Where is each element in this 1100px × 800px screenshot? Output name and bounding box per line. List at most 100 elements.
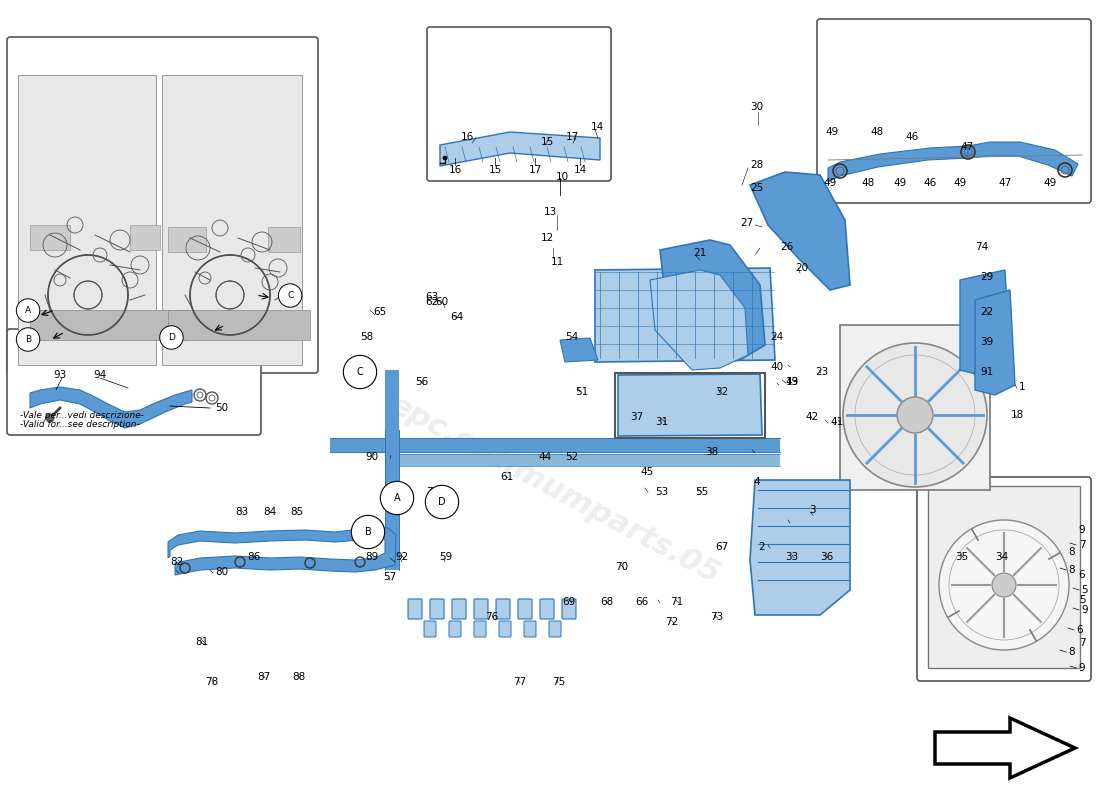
- Text: 15: 15: [488, 165, 502, 175]
- Text: 47: 47: [960, 142, 974, 152]
- Text: 38: 38: [705, 447, 718, 457]
- Polygon shape: [750, 172, 850, 290]
- Circle shape: [896, 397, 933, 433]
- Text: 8: 8: [1069, 647, 1076, 657]
- Text: 17: 17: [565, 132, 579, 142]
- FancyBboxPatch shape: [427, 27, 610, 181]
- Text: C: C: [356, 367, 363, 377]
- Text: D: D: [438, 497, 446, 507]
- Polygon shape: [750, 480, 850, 615]
- Text: 94: 94: [94, 370, 107, 380]
- Text: 9: 9: [1081, 605, 1088, 615]
- Text: 50: 50: [214, 403, 228, 413]
- FancyBboxPatch shape: [840, 325, 990, 490]
- FancyBboxPatch shape: [549, 621, 561, 637]
- Text: 73: 73: [711, 612, 724, 622]
- Circle shape: [46, 414, 54, 422]
- FancyBboxPatch shape: [452, 599, 466, 619]
- Text: 22: 22: [980, 307, 993, 317]
- Text: 61: 61: [500, 472, 514, 482]
- Text: 39: 39: [980, 337, 993, 347]
- Text: 88: 88: [293, 672, 306, 682]
- Text: 42: 42: [805, 412, 818, 422]
- FancyBboxPatch shape: [424, 621, 436, 637]
- FancyBboxPatch shape: [474, 599, 488, 619]
- FancyBboxPatch shape: [562, 599, 576, 619]
- Text: 93: 93: [54, 370, 67, 380]
- Text: 29: 29: [980, 272, 993, 282]
- Text: 90: 90: [365, 452, 378, 462]
- Text: 10: 10: [556, 172, 569, 182]
- Text: 12: 12: [540, 233, 553, 243]
- FancyBboxPatch shape: [7, 37, 318, 373]
- Text: 74: 74: [976, 242, 989, 252]
- Circle shape: [939, 520, 1069, 650]
- Text: 5: 5: [1081, 585, 1088, 595]
- Text: 72: 72: [666, 617, 679, 627]
- Text: 49: 49: [825, 127, 838, 137]
- FancyBboxPatch shape: [30, 310, 188, 340]
- Text: 64: 64: [450, 312, 463, 322]
- Text: 53: 53: [656, 487, 669, 497]
- Text: 55: 55: [695, 487, 708, 497]
- Text: 6: 6: [1079, 570, 1086, 580]
- Text: 51: 51: [575, 387, 589, 397]
- Text: 5: 5: [1079, 595, 1086, 605]
- Text: 89: 89: [365, 552, 378, 562]
- Text: 46: 46: [923, 178, 936, 188]
- Text: 81: 81: [196, 637, 209, 647]
- Text: 9: 9: [1079, 525, 1086, 535]
- Text: 78: 78: [206, 677, 219, 687]
- FancyBboxPatch shape: [449, 621, 461, 637]
- Polygon shape: [560, 338, 598, 362]
- Text: 17: 17: [528, 165, 541, 175]
- Text: 75: 75: [552, 677, 565, 687]
- Polygon shape: [595, 268, 776, 362]
- FancyBboxPatch shape: [130, 225, 159, 250]
- Polygon shape: [168, 527, 396, 575]
- Polygon shape: [30, 387, 192, 428]
- Circle shape: [992, 573, 1016, 597]
- Text: 68: 68: [601, 597, 614, 607]
- FancyBboxPatch shape: [268, 227, 300, 252]
- Text: 45: 45: [640, 467, 653, 477]
- Text: C: C: [287, 291, 294, 300]
- Text: 2: 2: [759, 542, 766, 552]
- Text: 13: 13: [543, 207, 557, 217]
- Text: 86: 86: [248, 552, 261, 562]
- Text: B: B: [25, 335, 31, 344]
- FancyBboxPatch shape: [518, 599, 532, 619]
- Text: 66: 66: [636, 597, 649, 607]
- FancyBboxPatch shape: [18, 75, 156, 365]
- Text: 63: 63: [426, 292, 439, 302]
- FancyBboxPatch shape: [524, 621, 536, 637]
- FancyBboxPatch shape: [7, 329, 261, 435]
- Text: 44: 44: [538, 452, 551, 462]
- Text: 7: 7: [1079, 540, 1086, 550]
- Text: 20: 20: [795, 263, 808, 273]
- Text: 59: 59: [439, 552, 452, 562]
- Text: -Vale per...vedi descrizione-: -Vale per...vedi descrizione-: [20, 411, 144, 420]
- Text: -Valid for...see description-: -Valid for...see description-: [20, 420, 140, 429]
- Text: 82: 82: [170, 557, 184, 567]
- Text: 32: 32: [715, 387, 728, 397]
- Text: 15: 15: [540, 137, 553, 147]
- Text: 84: 84: [263, 507, 276, 517]
- FancyBboxPatch shape: [430, 599, 444, 619]
- Text: 41: 41: [830, 417, 844, 427]
- FancyBboxPatch shape: [928, 486, 1080, 668]
- Text: 56: 56: [416, 377, 429, 387]
- Text: 33: 33: [785, 552, 799, 562]
- Polygon shape: [828, 146, 968, 182]
- Text: 49: 49: [954, 178, 967, 188]
- Text: 31: 31: [656, 417, 669, 427]
- Polygon shape: [440, 132, 600, 166]
- FancyBboxPatch shape: [817, 19, 1091, 203]
- Text: 11: 11: [550, 257, 563, 267]
- Text: 36: 36: [821, 552, 834, 562]
- Text: 49: 49: [824, 178, 837, 188]
- Text: 3: 3: [808, 505, 815, 515]
- Text: 67: 67: [715, 542, 728, 552]
- Text: 69: 69: [562, 597, 575, 607]
- Text: 23: 23: [815, 367, 828, 377]
